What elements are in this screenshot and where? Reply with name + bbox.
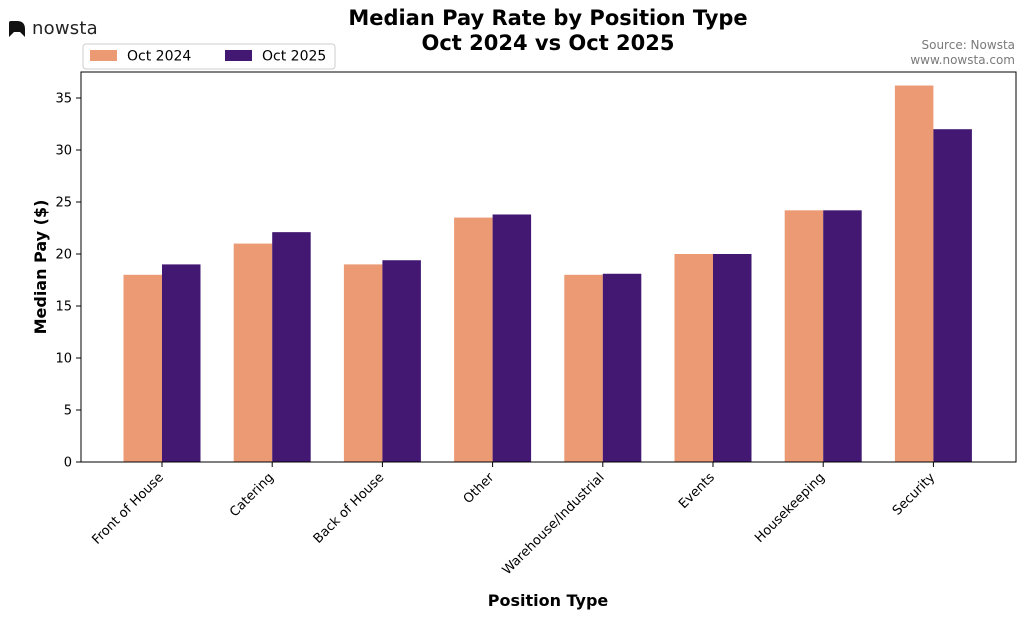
- y-tick-label: 35: [55, 92, 72, 107]
- y-tick-label: 30: [55, 144, 72, 159]
- source-line-2: www.nowsta.com: [910, 53, 1015, 67]
- chart-title-line-1: Median Pay Rate by Position Type: [348, 6, 748, 30]
- chart-title-line-2: Oct 2024 vs Oct 2025: [421, 31, 675, 55]
- bar-oct-2025-events: [713, 254, 752, 462]
- legend-swatch-oct-2025: [225, 50, 252, 61]
- x-tick-label: Front of House: [89, 470, 166, 547]
- nowsta-logo-icon: [9, 20, 25, 37]
- bar-oct-2024-security: [894, 85, 934, 463]
- bar-oct-2024-housekeeping: [784, 210, 824, 462]
- plot-area-frame: [80, 71, 1017, 463]
- legend-swatch-oct-2024: [90, 50, 117, 61]
- bar-oct-2025-front-of-house: [162, 264, 201, 462]
- bar-oct-2025-warehouse-industrial: [602, 273, 642, 462]
- source-credit: Source: Nowsta www.nowsta.com: [910, 38, 1015, 68]
- x-tick-label: Warehouse/Industrial: [500, 470, 608, 578]
- x-tick-label: Security: [890, 470, 939, 519]
- y-tick-label: 10: [55, 352, 72, 367]
- y-axis: 0 5 10 15 20 25 30 35: [55, 92, 81, 471]
- bar-oct-2025-catering: [272, 232, 311, 462]
- bar-oct-2024-warehouse-industrial: [564, 274, 603, 462]
- y-tick-label: 0: [64, 456, 72, 471]
- bar-oct-2024-front-of-house: [123, 274, 162, 462]
- bar-oct-2025-security: [933, 129, 972, 462]
- bar-oct-2025-back-of-house: [382, 260, 421, 462]
- legend-label-oct-2024: Oct 2024: [127, 49, 191, 65]
- chart-title: Median Pay Rate by Position Type Oct 202…: [0, 6, 1024, 56]
- brand-name: nowsta: [32, 18, 98, 39]
- y-axis-label: Median Pay ($): [31, 200, 50, 335]
- y-tick-label: 15: [55, 300, 72, 315]
- bar-oct-2025-other: [492, 214, 532, 462]
- y-tick-label: 25: [55, 196, 72, 211]
- x-tick-label: Back of House: [311, 470, 387, 546]
- bar-oct-2025-housekeeping: [823, 210, 862, 462]
- x-tick-label: Catering: [227, 470, 277, 520]
- legend: Oct 2024 Oct 2025: [82, 43, 336, 70]
- bars-layer: [123, 85, 972, 463]
- y-tick-label: 5: [64, 404, 72, 419]
- bar-oct-2024-events: [674, 254, 713, 462]
- bar-oct-2024-other: [454, 217, 493, 462]
- legend-box: [82, 43, 336, 70]
- source-line-1: Source: Nowsta: [921, 38, 1015, 52]
- y-tick-label: 20: [55, 248, 72, 263]
- bar-oct-2024-catering: [233, 243, 273, 462]
- bar-oct-2024-back-of-house: [343, 264, 383, 462]
- brand-logo: nowsta: [8, 18, 98, 39]
- x-tick-label: Other: [461, 470, 498, 507]
- x-tick-label: Events: [676, 470, 718, 512]
- legend-label-oct-2025: Oct 2025: [262, 49, 326, 65]
- x-axis-label: Position Type: [488, 591, 609, 610]
- x-tick-label: Housekeeping: [752, 470, 828, 546]
- x-axis: Front of House Catering Back of House Other…: [89, 462, 938, 578]
